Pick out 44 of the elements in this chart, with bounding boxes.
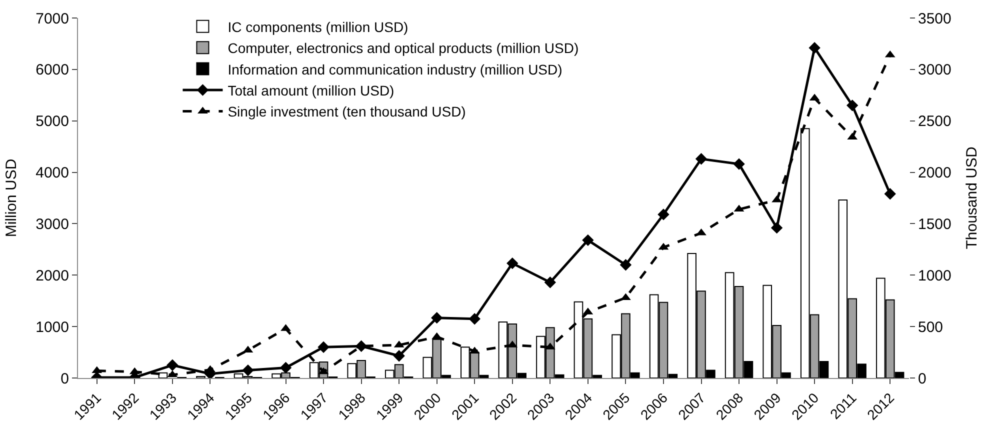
y2-tick-label: 0 (918, 370, 926, 388)
point (430, 312, 443, 324)
point (166, 359, 178, 371)
y2-axis-title: Thousand USD (963, 146, 980, 250)
y-tick-label: 2000 (36, 267, 69, 284)
point (280, 362, 292, 374)
y-tick-label: 0 (60, 370, 69, 388)
legend-label: Information and communication industry (million USD) (228, 61, 562, 78)
point (884, 188, 896, 200)
point (696, 228, 706, 236)
y-tick-label: 3000 (36, 216, 69, 233)
point (506, 257, 518, 270)
point (695, 153, 708, 165)
point (393, 350, 405, 362)
y-tick-label: 4000 (36, 164, 69, 182)
point (733, 158, 745, 170)
point (846, 100, 858, 112)
y2-tick-label: 3500 (918, 10, 952, 28)
point (770, 222, 783, 234)
y-tick-label: 6000 (36, 62, 69, 79)
y-axis-title: Million USD (2, 158, 20, 238)
y2-tick-label: 3000 (918, 62, 952, 79)
y2-tick-label: 2000 (918, 164, 952, 182)
y-tick-label: 1000 (36, 318, 69, 336)
point (582, 234, 594, 246)
point (658, 208, 670, 220)
y-tick-label: 5000 (36, 113, 69, 130)
y2-tick-label: 1500 (918, 216, 952, 233)
point (468, 313, 480, 325)
point (620, 293, 631, 300)
point (242, 364, 254, 376)
point (318, 341, 330, 353)
legend-label: Computer, electronics and optical products (million USD) (228, 40, 579, 56)
y2-tick-label: 500 (918, 318, 944, 336)
y2-tick-label: 2500 (918, 113, 952, 130)
legend-label: IC components (million USD) (228, 18, 408, 35)
point (205, 365, 216, 372)
y2-tick-label: 1000 (918, 267, 952, 284)
y-tick-label: 7000 (36, 10, 69, 28)
point (808, 42, 820, 54)
point (620, 259, 632, 271)
legend-label: Single investment (ten thousand USD) (228, 104, 466, 120)
point (544, 276, 556, 288)
legend-label: Total amount (million USD) (228, 82, 394, 98)
